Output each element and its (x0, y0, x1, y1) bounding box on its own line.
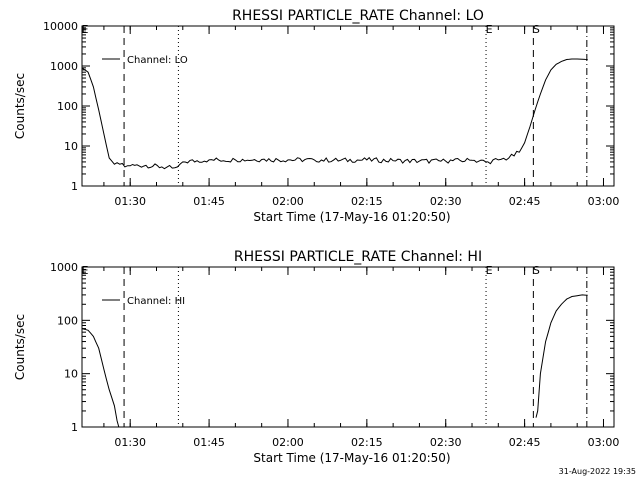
y-tick-label: 1 (71, 421, 78, 434)
chart-title: RHESSI PARTICLE_RATE Channel: LO (232, 8, 484, 24)
y-tick-label: 10000 (43, 20, 78, 33)
y-tick-label: 1000 (50, 60, 78, 73)
series-line (81, 328, 120, 428)
annotation-label: E (82, 23, 89, 36)
chart-panels: RHESSI PARTICLE_RATE Channel: LO Start Ti… (13, 8, 619, 465)
x-axis-label: Start Time (17-May-16 01:20:50) (253, 451, 450, 465)
x-tick-label: 01:30 (114, 195, 146, 208)
x-tick-label: 02:45 (509, 436, 541, 449)
x-tick-label: 03:00 (588, 436, 620, 449)
series-line (81, 58, 588, 170)
y-tick-label: 10 (64, 140, 78, 153)
chart-title: RHESSI PARTICLE_RATE Channel: HI (234, 249, 482, 265)
x-tick-label: 02:00 (272, 436, 304, 449)
y-tick-label: 100 (57, 314, 78, 327)
annotation-label: E (486, 264, 493, 277)
x-tick-label: 02:30 (430, 195, 462, 208)
annotation-label: E (82, 264, 89, 277)
legend-label: Channel: LO (127, 55, 188, 66)
footer-timestamp: 31-Aug-2022 19:35 (559, 467, 636, 476)
x-tick-label: 01:45 (193, 436, 225, 449)
annotation-label: S (533, 264, 540, 277)
x-tick-label: 02:45 (509, 195, 541, 208)
chart-panel-hi: RHESSI PARTICLE_RATE Channel: HI Start Ti… (13, 249, 619, 465)
y-axis-label: Counts/sec (13, 73, 27, 139)
x-tick-label: 02:15 (351, 195, 383, 208)
annotation-label: E (486, 23, 493, 36)
x-tick-label: 02:15 (351, 436, 383, 449)
x-tick-label: 01:30 (114, 436, 146, 449)
x-tick-label: 03:00 (588, 195, 620, 208)
x-tick-label: 02:30 (430, 436, 462, 449)
y-axis-label: Counts/sec (13, 314, 27, 380)
y-tick-label: 1000 (50, 261, 78, 274)
x-tick-label: 01:45 (193, 195, 225, 208)
x-tick-label: 02:00 (272, 195, 304, 208)
series-line (535, 294, 588, 418)
legend-label: Channel: HI (127, 296, 185, 307)
y-tick-label: 100 (57, 100, 78, 113)
y-tick-label: 1 (71, 180, 78, 193)
annotation-label: S (533, 23, 540, 36)
x-axis-label: Start Time (17-May-16 01:20:50) (253, 210, 450, 224)
chart-panel-lo: RHESSI PARTICLE_RATE Channel: LO Start Ti… (13, 8, 619, 224)
y-tick-label: 10 (64, 368, 78, 381)
